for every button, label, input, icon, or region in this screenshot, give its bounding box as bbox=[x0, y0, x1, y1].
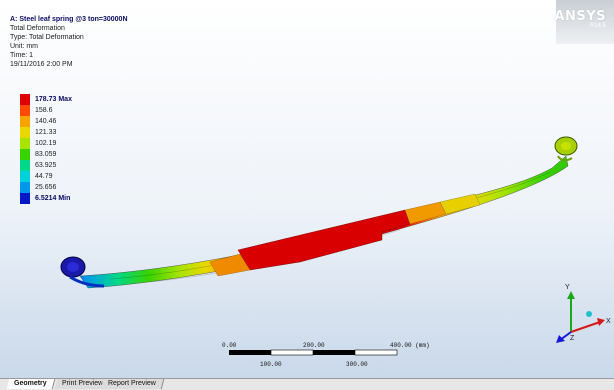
legend-row: 63.925 bbox=[20, 160, 140, 171]
legend-swatch bbox=[20, 105, 30, 116]
legend-swatch bbox=[20, 116, 30, 127]
legend-swatch bbox=[20, 94, 30, 105]
result-timestamp: 19/11/2016 2:00 PM bbox=[10, 61, 73, 68]
scale-bar: 0.00 200.00 400.00 (mm) 100.00 300.00 bbox=[222, 342, 430, 368]
analysis-title: A: Steel leaf spring @3 ton=30000N bbox=[10, 16, 128, 23]
legend-swatch bbox=[20, 138, 30, 149]
left-spring-eye bbox=[60, 256, 105, 288]
scale-label-100: 100.00 bbox=[260, 361, 282, 368]
result-name: Total Deformation bbox=[10, 25, 65, 32]
graphics-viewport[interactable]: A: Steel leaf spring @3 ton=30000N Total… bbox=[0, 0, 614, 378]
legend-value: 6.5214 Min bbox=[35, 195, 71, 202]
legend-row: 121.33 bbox=[20, 127, 140, 138]
legend-value: 158.6 bbox=[35, 107, 53, 114]
legend-value: 178.73 Max bbox=[35, 96, 72, 103]
legend-row: 83.059 bbox=[20, 149, 140, 160]
result-time: Time: 1 bbox=[10, 52, 34, 59]
brand-backdrop bbox=[556, 0, 614, 44]
ansys-logo: ANSYS R14.5 bbox=[554, 9, 606, 29]
legend-row: 158.6 bbox=[20, 105, 140, 116]
legend-value: 140.46 bbox=[35, 118, 57, 125]
scale-label-0: 0.00 bbox=[222, 342, 237, 349]
legend-value: 25.656 bbox=[35, 184, 57, 191]
triad-y-label: Y bbox=[565, 284, 570, 291]
view-tab-bar: Geometry Print Preview Report Preview bbox=[0, 378, 614, 390]
legend-value: 83.059 bbox=[35, 151, 57, 158]
legend-row: 6.5214 Min bbox=[20, 193, 140, 204]
scale-label-400: 400.00 (mm) bbox=[390, 342, 430, 349]
legend-row: 102.19 bbox=[20, 138, 140, 149]
legend-row: 178.73 Max bbox=[20, 94, 140, 105]
brand-version: R14.5 bbox=[589, 23, 606, 29]
legend-row: 44.79 bbox=[20, 171, 140, 182]
result-type: Type: Total Deformation bbox=[10, 34, 84, 41]
legend-swatch bbox=[20, 127, 30, 138]
scale-label-200: 200.00 bbox=[303, 342, 325, 349]
legend-swatch bbox=[20, 171, 30, 182]
legend-row: 140.46 bbox=[20, 116, 140, 127]
brand-name: ANSYS bbox=[554, 9, 606, 24]
leaf-spring-model[interactable] bbox=[0, 0, 614, 378]
legend-swatch bbox=[20, 193, 30, 204]
result-unit: Unit: mm bbox=[10, 43, 38, 50]
triad-z-label: Z bbox=[570, 335, 575, 342]
tab-report-preview[interactable]: Report Preview bbox=[100, 379, 165, 389]
legend-swatch bbox=[20, 182, 30, 193]
legend-swatch bbox=[20, 160, 30, 171]
legend-value: 102.19 bbox=[35, 140, 57, 147]
right-spring-eye bbox=[554, 136, 578, 162]
scale-label-300: 300.00 bbox=[346, 361, 368, 368]
legend-value: 63.925 bbox=[35, 162, 57, 169]
coordinate-triad[interactable]: Y X Z bbox=[0, 0, 614, 378]
legend-value: 44.79 bbox=[35, 173, 53, 180]
tab-geometry[interactable]: Geometry bbox=[6, 379, 55, 389]
legend-row: 25.656 bbox=[20, 182, 140, 193]
legend-swatch bbox=[20, 149, 30, 160]
triad-x-label: X bbox=[606, 318, 611, 325]
legend-value: 121.33 bbox=[35, 129, 57, 136]
